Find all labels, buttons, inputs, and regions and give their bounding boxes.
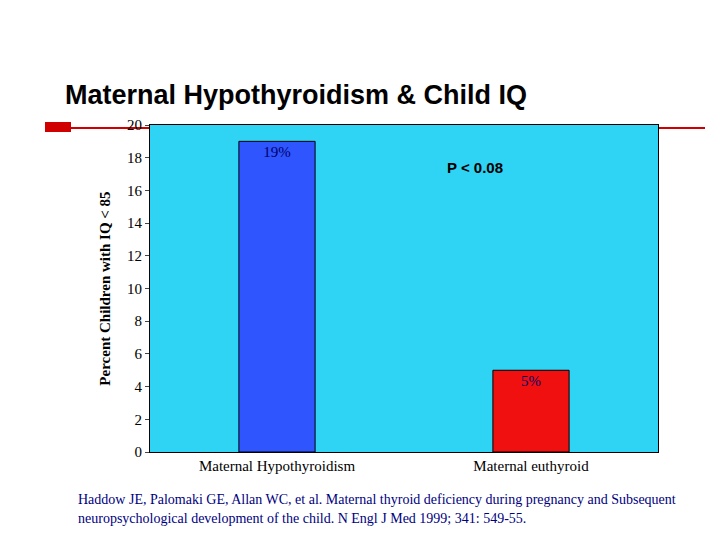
svg-text:8: 8 (135, 313, 143, 329)
svg-text:16: 16 (127, 183, 143, 199)
svg-text:P < 0.08: P < 0.08 (447, 159, 503, 176)
svg-text:19%: 19% (263, 144, 291, 160)
svg-text:Maternal Hypothyroidism & Chil: Maternal Hypothyroidism & Child IQ (65, 80, 527, 110)
svg-text:Percent Children with IQ < 85: Percent Children with IQ < 85 (97, 191, 113, 385)
svg-text:10: 10 (127, 281, 142, 297)
svg-text:Maternal Hypothyroidism: Maternal Hypothyroidism (199, 458, 356, 474)
svg-text:5%: 5% (521, 373, 541, 389)
svg-text:18: 18 (127, 150, 142, 166)
svg-text:20: 20 (127, 117, 142, 133)
html-text:Haddow JE, Palomaki GE, Allan: Haddow JE, Palomaki GE, Allan WC, et al.… (78, 492, 676, 526)
svg-text:6: 6 (135, 346, 143, 362)
svg-text:14: 14 (127, 215, 143, 231)
svg-text:Maternal euthyroid: Maternal euthyroid (473, 458, 589, 474)
svg-text:4: 4 (135, 379, 143, 395)
svg-text:0: 0 (135, 444, 143, 460)
svg-text:2: 2 (135, 412, 143, 428)
svg-text:12: 12 (127, 248, 142, 264)
